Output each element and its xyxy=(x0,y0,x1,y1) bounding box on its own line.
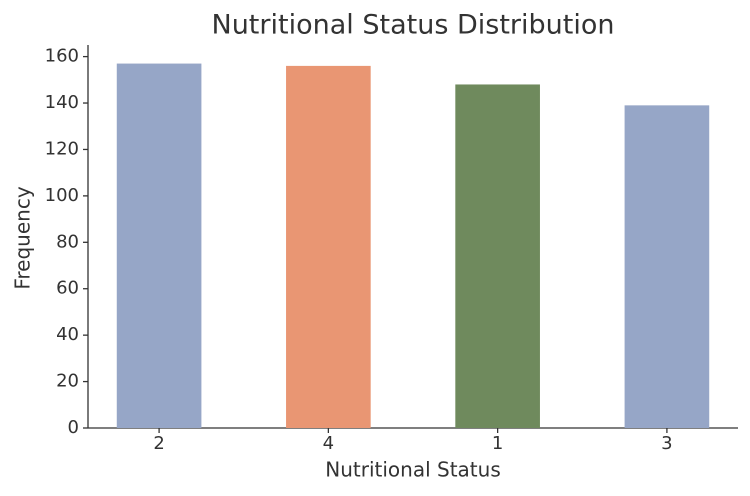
y-tick-label: 140 xyxy=(45,92,79,113)
y-tick-label: 60 xyxy=(56,278,79,299)
y-tick-label: 40 xyxy=(56,324,79,345)
y-tick-label: 100 xyxy=(45,185,79,206)
x-axis-label: Nutritional Status xyxy=(325,458,500,482)
y-tick-label: 0 xyxy=(68,417,79,438)
y-tick-label: 80 xyxy=(56,231,79,252)
x-tick-label: 3 xyxy=(661,433,672,454)
y-tick-label: 160 xyxy=(45,46,79,67)
x-tick-label: 1 xyxy=(492,433,503,454)
bar xyxy=(116,63,202,428)
bar xyxy=(455,84,540,429)
chart-title: Nutritional Status Distribution xyxy=(212,10,615,41)
y-tick-label: 120 xyxy=(45,138,79,159)
x-tick-label: 4 xyxy=(323,433,334,454)
bar xyxy=(286,65,371,429)
bar xyxy=(624,105,710,429)
y-tick-label: 20 xyxy=(56,371,79,392)
x-tick-label: 2 xyxy=(153,433,164,454)
y-axis-label: Frequency xyxy=(11,186,35,289)
